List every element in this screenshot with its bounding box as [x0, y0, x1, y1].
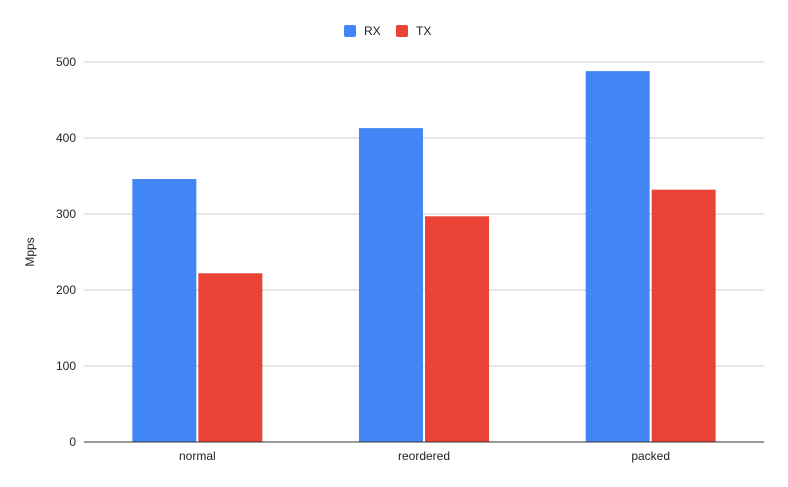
bars [132, 71, 716, 443]
bar-rx-normal [132, 179, 197, 443]
bar-tx-reordered [425, 216, 489, 442]
legend-label-rx: RX [364, 24, 381, 38]
legend-swatch-tx [396, 25, 408, 37]
y-axis-label: Mpps [23, 237, 37, 266]
y-tick-label: 100 [56, 359, 76, 373]
bar-rx-reordered [359, 128, 423, 442]
y-axis-ticks: 0 100 200 300 400 500 [56, 55, 76, 449]
bar-rx-packed [585, 71, 650, 443]
x-axis-categories: normal reordered packed [179, 449, 670, 463]
y-tick-label: 200 [56, 283, 76, 297]
gridlines [84, 61, 764, 367]
legend-swatch-rx [344, 25, 356, 37]
bar-tx-normal [198, 273, 263, 442]
legend: RX TX [344, 24, 431, 38]
x-tick-label-normal: normal [179, 449, 216, 463]
y-tick-label: 0 [69, 435, 76, 449]
y-tick-label: 300 [56, 207, 76, 221]
y-tick-label: 400 [56, 131, 76, 145]
x-tick-label-reordered: reordered [398, 449, 450, 463]
bar-tx-packed [651, 189, 716, 442]
y-tick-label: 500 [56, 55, 76, 69]
legend-label-tx: TX [416, 24, 431, 38]
x-tick-label-packed: packed [631, 449, 670, 463]
